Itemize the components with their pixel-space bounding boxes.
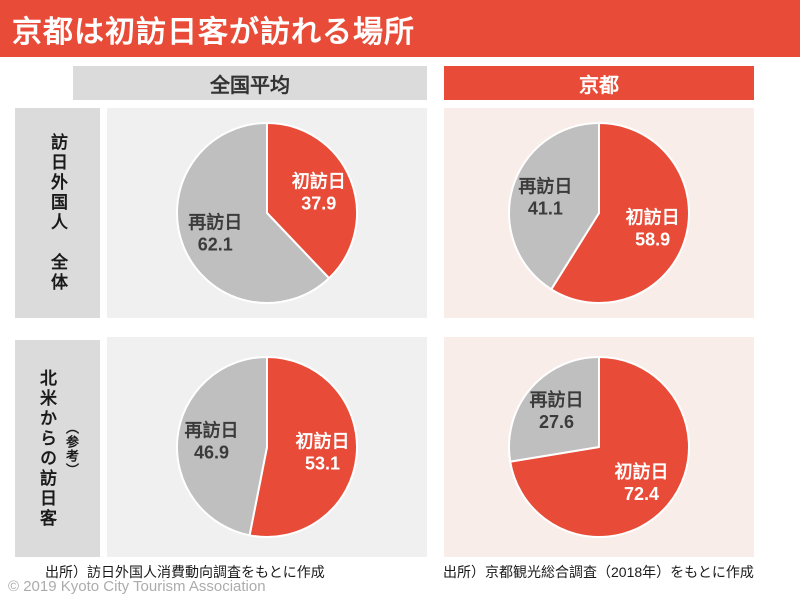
row-label-all-visitors: 訪日外国人 全体 <box>15 108 100 318</box>
row-label-north-america: 北米からの訪日客 （参考） <box>15 340 100 557</box>
pie-slice-再訪日 <box>175 356 268 537</box>
title-bar: 京都は初訪日客が訪れる場所 <box>0 0 800 57</box>
pie-chart-kyoto-north-america: 初訪日 72.4 再訪日 27.6 <box>508 356 690 538</box>
column-header-kyoto: 京都 <box>444 66 754 100</box>
pie-slice-初訪日 <box>266 122 358 280</box>
pie-slice-label-再訪日: 再訪日 41.1 <box>518 176 572 219</box>
pie-slice-初訪日 <box>248 356 358 538</box>
row-label-text: 北米からの訪日客 <box>37 368 56 529</box>
pie-slice-再訪日 <box>508 122 600 291</box>
pie-chart-kyoto-all: 初訪日 58.9 再訪日 41.1 <box>508 122 690 304</box>
pie-slice-label-再訪日: 再訪日 27.6 <box>530 389 584 432</box>
pie-slice-再訪日 <box>176 122 331 304</box>
column-header-national-average: 全国平均 <box>73 66 427 100</box>
page-title: 京都は初訪日客が訪れる場所 <box>12 15 415 49</box>
pie-slice-label-初訪日: 初訪日 72.4 <box>615 461 669 504</box>
pie-slice-label-再訪日: 再訪日 62.1 <box>188 212 242 255</box>
pie-slice-初訪日 <box>550 122 690 304</box>
pie-slice-label-初訪日: 初訪日 53.1 <box>296 430 350 473</box>
copyright-note: © 2019 Kyoto City Tourism Association <box>8 578 266 595</box>
pie-slice-label-初訪日: 初訪日 58.9 <box>626 206 680 249</box>
pie-chart-national-all: 初訪日 37.9 再訪日 62.1 <box>176 122 358 304</box>
column-header-label: 京都 <box>579 74 619 97</box>
row-label-note: （参考） <box>64 420 79 477</box>
chart-cell-national-north-america: 初訪日 53.1 再訪日 46.9 <box>107 337 427 557</box>
pie-slice-label-再訪日: 再訪日 46.9 <box>185 420 239 463</box>
column-header-label: 全国平均 <box>210 74 290 97</box>
source-note-kyoto: 出所）京都観光総合調査（2018年）をもとに作成 <box>443 564 754 580</box>
chart-cell-national-all: 初訪日 37.9 再訪日 62.1 <box>107 108 427 318</box>
pie-slice-再訪日 <box>508 356 600 463</box>
row-label-text: 訪日外国人 全体 <box>48 133 67 293</box>
source-note-national: 出所）訪日外国人消費動向調査をもとに作成 <box>45 564 325 580</box>
chart-cell-kyoto-north-america: 初訪日 72.4 再訪日 27.6 <box>444 337 754 557</box>
pie-chart-national-north-america: 初訪日 53.1 再訪日 46.9 <box>175 356 358 538</box>
pie-slice-label-初訪日: 初訪日 37.9 <box>292 170 346 213</box>
chart-cell-kyoto-all: 初訪日 58.9 再訪日 41.1 <box>444 108 754 318</box>
